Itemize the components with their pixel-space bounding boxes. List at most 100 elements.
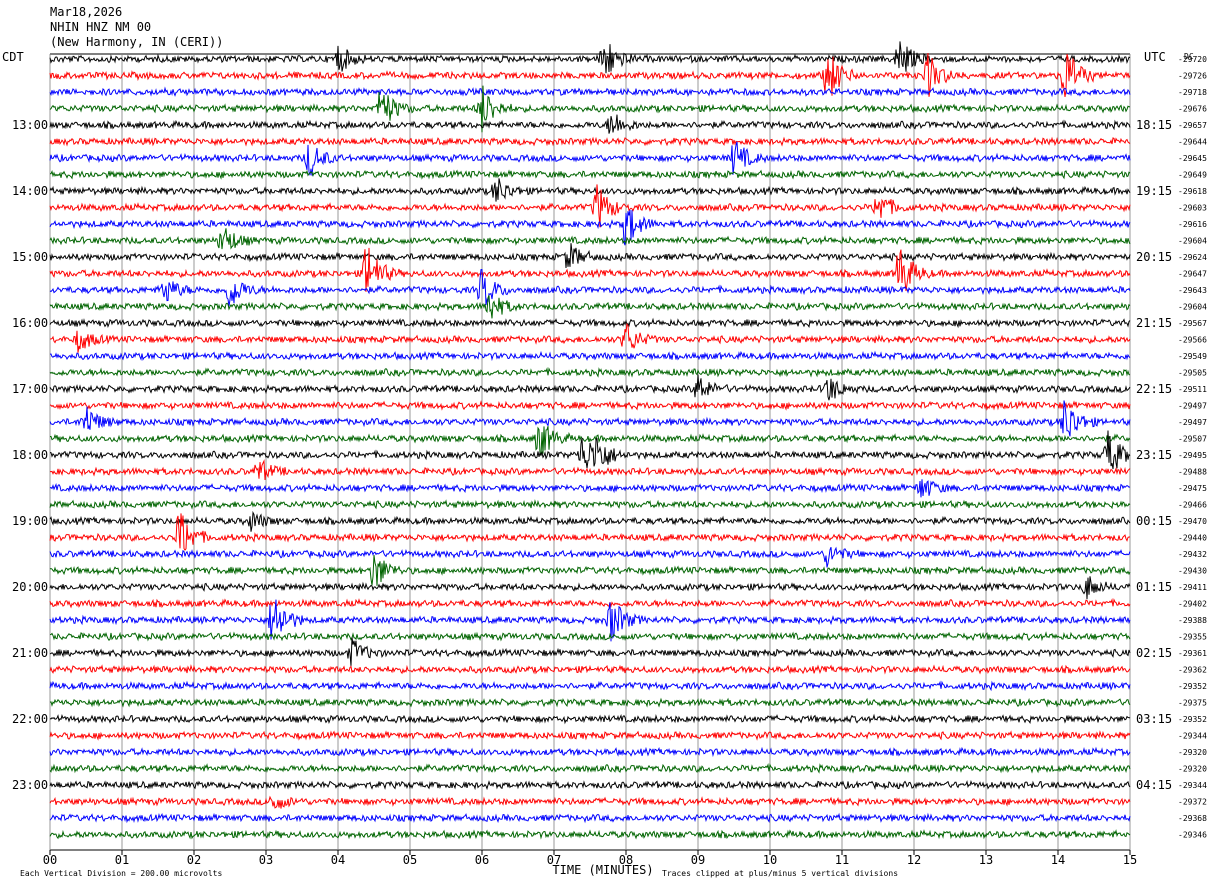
dc-offset-label: -29497 — [1178, 418, 1207, 427]
seismic-trace — [49, 317, 1131, 329]
seismic-trace — [49, 295, 1131, 319]
seismic-trace — [49, 141, 1131, 176]
dc-offset-label: -29616 — [1178, 220, 1207, 229]
left-hour-label: 23:00 — [12, 778, 48, 792]
x-tick-label: 07 — [547, 853, 561, 867]
dc-offset-label: -29488 — [1178, 468, 1207, 477]
right-hour-label: 19:15 — [1136, 184, 1172, 198]
seismic-trace — [49, 268, 1131, 307]
right-hour-label: 23:15 — [1136, 448, 1172, 462]
x-tick-label: 13 — [979, 853, 993, 867]
seismic-trace — [49, 746, 1131, 758]
x-tick-label: 06 — [475, 853, 489, 867]
x-tick-label: 08 — [619, 853, 633, 867]
dc-offset-label: -29720 — [1178, 55, 1207, 64]
seismic-trace — [49, 812, 1131, 824]
seismic-trace — [49, 795, 1131, 809]
footer-right-note: Traces clipped at plus/minus 5 vertical … — [662, 869, 898, 878]
seismic-trace — [50, 322, 1131, 353]
right-hour-label: 20:15 — [1136, 250, 1172, 264]
seismic-trace — [49, 86, 1131, 98]
x-tick-label: 11 — [835, 853, 849, 867]
left-hour-label: 22:00 — [12, 712, 48, 726]
left-hour-label: 15:00 — [12, 250, 48, 264]
seismic-trace — [49, 713, 1131, 725]
dc-offset-label: -29649 — [1178, 171, 1207, 180]
dc-offset-label: -29604 — [1178, 237, 1207, 246]
dc-offset-label: -29320 — [1178, 765, 1207, 774]
x-tick-label: 10 — [763, 853, 777, 867]
label-group: 00 01 02 03 04 05 06 07 08 09 10 11 12 13 14 15 -29720 -2… — [12, 55, 1207, 867]
seismic-trace — [49, 499, 1131, 510]
seismic-trace — [49, 637, 1131, 666]
right-hour-label: 00:15 — [1136, 514, 1172, 528]
dc-offset-label: -29726 — [1178, 72, 1207, 81]
dc-offset-label: -29507 — [1178, 435, 1207, 444]
dc-offset-label: -29346 — [1178, 831, 1207, 840]
left-hour-label: 21:00 — [12, 646, 48, 660]
seismic-trace — [49, 374, 1131, 401]
right-hour-label: 01:15 — [1136, 580, 1172, 594]
dc-offset-label: -29549 — [1178, 352, 1207, 361]
dc-offset-label: -29372 — [1178, 798, 1207, 807]
x-tick-label: 00 — [43, 853, 57, 867]
dc-offset-label: -29402 — [1178, 600, 1207, 609]
seismic-trace — [49, 367, 1131, 378]
left-hour-label: 13:00 — [12, 118, 48, 132]
x-axis-title: TIME (MINUTES) — [552, 863, 653, 877]
x-tick-label: 04 — [331, 853, 345, 867]
dc-offset-label: -29505 — [1178, 369, 1207, 378]
dc-offset-label: -29432 — [1178, 550, 1207, 559]
x-tick-label: 12 — [907, 853, 921, 867]
trace-group — [49, 41, 1131, 840]
dc-offset-label: -29355 — [1178, 633, 1207, 642]
seismic-trace — [49, 184, 1131, 228]
seismic-trace — [49, 779, 1131, 791]
right-hour-label: 22:15 — [1136, 382, 1172, 396]
seismic-trace — [49, 664, 1131, 675]
date-label: Mar18,2026 — [50, 5, 123, 19]
dc-offset-label: -29320 — [1178, 748, 1207, 757]
seismic-trace — [49, 400, 1131, 437]
dc-offset-label: -29475 — [1178, 484, 1207, 493]
dc-offset-label: -29352 — [1178, 715, 1207, 724]
dc-offset-label: -29603 — [1178, 204, 1207, 213]
dc-offset-label: -29495 — [1178, 451, 1207, 460]
right-timezone-label: UTC — [1144, 50, 1166, 64]
seismic-trace — [49, 136, 1131, 147]
x-tick-label: 09 — [691, 853, 705, 867]
seismic-trace — [49, 546, 1131, 568]
x-tick-label: 15 — [1123, 853, 1137, 867]
seismic-trace — [49, 697, 1131, 708]
seismic-trace — [49, 41, 1131, 74]
seismic-trace — [49, 598, 1131, 609]
dc-offset-label: -29618 — [1178, 187, 1207, 196]
left-hour-label: 19:00 — [12, 514, 48, 528]
dc-offset-label: -29411 — [1178, 583, 1207, 592]
right-hour-label: 03:15 — [1136, 712, 1172, 726]
seismic-trace — [49, 631, 1131, 642]
seismic-trace — [49, 350, 1131, 362]
dc-offset-label: -29344 — [1178, 732, 1207, 741]
seismic-trace — [49, 400, 1131, 411]
seismic-trace — [49, 513, 1130, 551]
dc-offset-label: -29344 — [1178, 781, 1207, 790]
right-hour-label: 02:15 — [1136, 646, 1172, 660]
seismic-trace — [49, 730, 1131, 741]
dc-offset-label: -29676 — [1178, 105, 1207, 114]
x-tick-label: 03 — [259, 853, 273, 867]
footer-left-note: Each Vertical Division = 200.00 microvol… — [20, 869, 222, 878]
seismic-trace — [49, 209, 1131, 246]
dc-offset-label: -29388 — [1178, 616, 1207, 625]
grid-lines — [49, 53, 1131, 855]
dc-offset-label: -29511 — [1178, 385, 1207, 394]
dc-offset-label: -29645 — [1178, 154, 1207, 163]
dc-offset-label: -29466 — [1178, 501, 1207, 510]
x-tick-label: 05 — [403, 853, 417, 867]
seismic-trace — [49, 228, 1131, 250]
dc-offset-label: -29643 — [1178, 286, 1207, 295]
seismic-trace — [50, 169, 1131, 180]
dc-offset-label: -29361 — [1178, 649, 1207, 658]
dc-offset-label: -29470 — [1178, 517, 1207, 526]
